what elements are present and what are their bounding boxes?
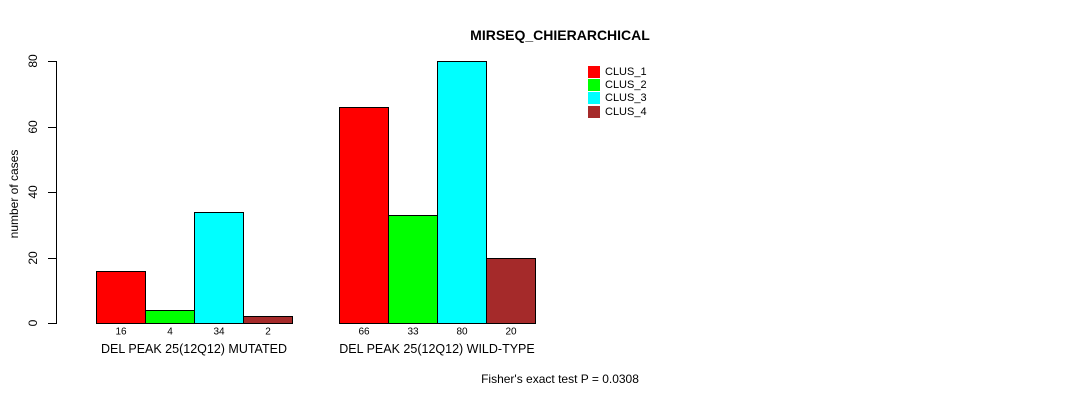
bar [437, 61, 487, 324]
y-axis-line [56, 61, 57, 324]
legend-swatch [588, 92, 600, 105]
legend-item: CLUS_4 [588, 105, 647, 118]
y-tick-label: 20 [26, 250, 40, 265]
legend-label: CLUS_3 [605, 92, 647, 105]
chart-title: MIRSEQ_CHIERARCHICAL [470, 27, 650, 43]
y-tick-label: 40 [26, 185, 40, 199]
legend-label: CLUS_2 [605, 78, 647, 91]
bar [145, 310, 195, 324]
legend-swatch [588, 65, 600, 78]
bar-value-label: 2 [265, 326, 271, 338]
y-tick-label: 80 [26, 54, 40, 69]
y-tick [48, 323, 56, 324]
legend-item: CLUS_1 [588, 65, 647, 78]
bar [96, 271, 146, 324]
bar [486, 258, 536, 324]
bar-value-label: 34 [213, 326, 225, 338]
legend-swatch [588, 78, 600, 91]
legend-label: CLUS_1 [605, 65, 647, 78]
y-tick [48, 257, 56, 259]
y-tick-label: 60 [26, 120, 40, 134]
bar-value-label: 33 [407, 326, 419, 338]
bar-value-label: 20 [505, 326, 517, 338]
bar-value-label: 4 [167, 326, 173, 338]
bar [388, 215, 438, 324]
fisher-test-note: Fisher's exact test P = 0.0308 [481, 372, 639, 386]
y-tick-label: 0 [26, 319, 40, 327]
bar-value-label: 16 [115, 326, 127, 338]
y-tick [48, 61, 56, 63]
category-label: DEL PEAK 25(12Q12) MUTATED [101, 342, 287, 356]
y-axis-title: number of cases [7, 149, 21, 239]
legend-label: CLUS_4 [605, 105, 647, 118]
bar-value-label: 66 [358, 326, 370, 338]
legend-swatch [588, 105, 600, 118]
y-tick [48, 126, 56, 128]
bar [243, 316, 293, 324]
category-label: DEL PEAK 25(12Q12) WILD-TYPE [339, 342, 535, 356]
y-tick [48, 192, 56, 194]
bar [194, 212, 244, 324]
legend-item: CLUS_2 [588, 78, 647, 91]
bar [339, 107, 389, 324]
legend-item: CLUS_3 [588, 92, 647, 105]
bar-value-label: 80 [456, 326, 468, 338]
